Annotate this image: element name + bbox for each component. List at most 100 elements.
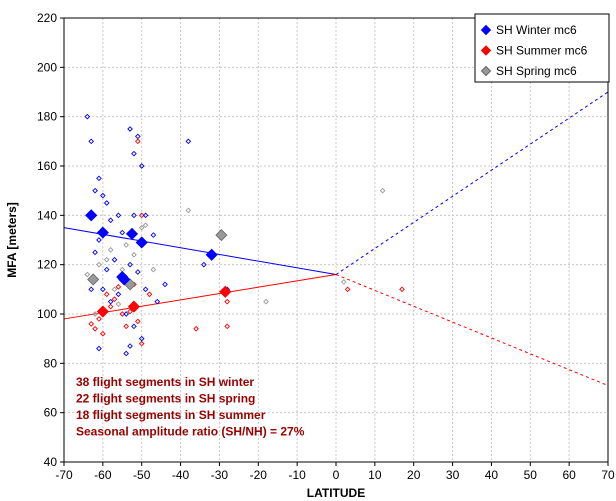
data-point (131, 212, 137, 219)
mean-marker (125, 227, 139, 240)
annotation-line: 18 flight segments in SH summer (76, 408, 266, 422)
x-tick-label: -20 (250, 468, 268, 482)
data-point (84, 271, 91, 278)
data-point (92, 187, 98, 194)
legend-box (474, 13, 610, 83)
data-point (162, 281, 168, 288)
y-tick-label: 220 (37, 11, 57, 25)
data-point (107, 298, 114, 305)
y-tick-label: 180 (37, 110, 57, 124)
data-point (154, 298, 161, 305)
data-points (84, 113, 405, 357)
x-tick-label: -40 (172, 468, 190, 482)
mean-marker (118, 273, 131, 286)
data-point (399, 286, 405, 293)
data-point (340, 279, 347, 285)
x-tick-label: -60 (94, 468, 112, 482)
data-point (131, 251, 137, 258)
data-point (111, 296, 118, 303)
data-point (115, 284, 122, 290)
data-point (127, 126, 133, 132)
data-point (92, 249, 98, 256)
data-point (107, 217, 114, 224)
data-point (84, 113, 91, 120)
data-point (123, 311, 130, 317)
mean-marker (96, 226, 109, 239)
y-axis-label: MFA [meters] (5, 202, 19, 278)
annotation-line: 22 flight segments in SH spring (76, 392, 255, 406)
data-point (100, 286, 106, 293)
mean-marker (85, 209, 98, 222)
data-point (138, 340, 145, 347)
x-tick-label: 70 (601, 468, 615, 482)
x-tick-label: 10 (368, 468, 382, 482)
mean-marker (215, 229, 228, 242)
data-point (138, 224, 145, 231)
data-point (92, 311, 98, 317)
data-point (123, 350, 130, 357)
x-tick-label: 20 (407, 468, 421, 482)
x-tick-label: 50 (524, 468, 538, 482)
data-point (150, 266, 157, 273)
data-point (96, 237, 102, 243)
data-point (88, 286, 95, 293)
data-point (103, 256, 110, 263)
y-tick-label: 200 (37, 60, 57, 74)
data-point (103, 266, 110, 273)
data-point (138, 212, 145, 219)
y-tick-label: 100 (37, 307, 57, 321)
data-point (142, 212, 149, 219)
data-point (134, 318, 141, 325)
annotation-line: 38 flight segments in SH winter (76, 375, 254, 389)
data-point (131, 323, 137, 330)
data-point (96, 175, 102, 182)
y-tick-label: 60 (44, 406, 58, 420)
data-point (224, 323, 231, 330)
data-point (92, 325, 98, 332)
annotations: 38 flight segments in SH winter 22 fligh… (76, 375, 305, 439)
fit-line-solid (63, 274, 337, 320)
y-tick-label: 120 (37, 258, 57, 272)
annotation-line: Seasonal amplitude ratio (SH/NH) = 27% (76, 425, 305, 439)
data-point (185, 207, 192, 214)
data-point (96, 261, 102, 268)
data-point (134, 269, 141, 275)
y-tick-labels: 40 60 80 100 120 140 160 180 200 220 (37, 11, 64, 469)
x-tick-labels: -70 -60 -50 -40 -30 -20 -10 0 10 20 30 40 50 60 70 (55, 462, 615, 482)
legend-marker-spring (480, 65, 492, 77)
x-tick-label: 30 (446, 468, 460, 482)
legend-marker-summer (480, 45, 492, 56)
data-point (142, 286, 149, 293)
x-tick-label: 60 (562, 468, 576, 482)
data-point (100, 330, 106, 337)
data-point (224, 298, 231, 305)
data-point (111, 256, 118, 263)
mean-marker (219, 285, 232, 298)
mean-marker (127, 300, 141, 313)
y-tick-label: 80 (44, 356, 58, 370)
data-point (127, 343, 133, 349)
data-point (138, 163, 145, 169)
data-point (193, 325, 199, 332)
data-point (127, 261, 133, 268)
data-point (115, 301, 122, 307)
data-point (96, 316, 102, 322)
data-point (344, 286, 351, 293)
fit-line-solid (63, 227, 337, 276)
legend-entry-summer: SH Summer mc6 (496, 44, 588, 58)
mean-marker (205, 248, 218, 261)
mean-marker (135, 236, 148, 249)
x-axis-label: LATITUDE (307, 486, 365, 500)
data-point (201, 261, 207, 268)
y-tick-label: 160 (37, 159, 57, 173)
data-point (123, 323, 130, 330)
data-point (138, 335, 145, 342)
data-point (103, 291, 110, 298)
data-point (111, 286, 118, 293)
legend-entry-winter: SH Winter mc6 (496, 23, 577, 37)
mean-marker (87, 273, 100, 286)
fit-lines (63, 91, 609, 386)
x-tick-label: 0 (333, 468, 340, 482)
data-point (119, 229, 126, 236)
data-point (142, 222, 149, 229)
